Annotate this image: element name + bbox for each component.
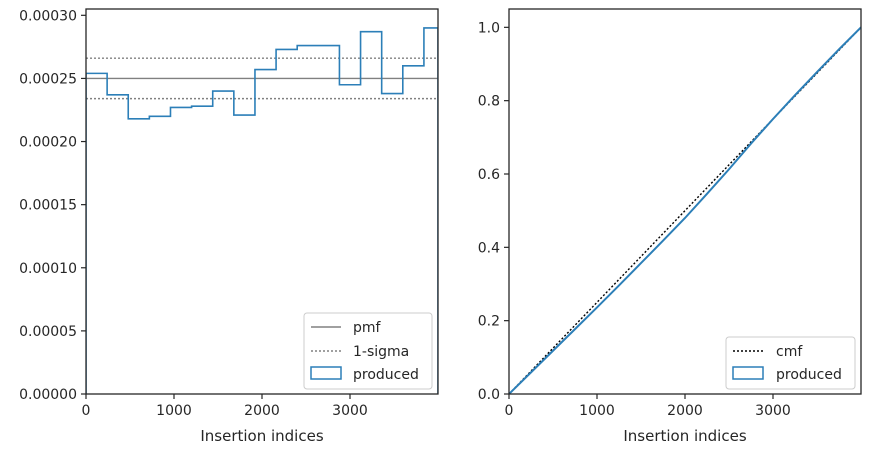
left-series [86, 27, 438, 394]
legend-produced-label-right: produced [776, 367, 842, 383]
left-ticks: 0 1000 2000 3000 0.00000 0.00005 0.00010 0.0001… [19, 8, 368, 419]
right-ytick-label: 0.4 [478, 240, 500, 256]
left-ytick-label: 0.00025 [19, 71, 77, 87]
legend-cmf-label: cmf [776, 344, 803, 360]
chart-left: 0 1000 2000 3000 0.00000 0.00005 0.00010 0.0001… [19, 8, 439, 445]
left-xtick-label: 2000 [244, 403, 280, 419]
left-ytick-label: 0.00015 [19, 198, 77, 214]
right-ytick-label: 1.0 [478, 20, 500, 36]
series-produced-histogram [86, 27, 438, 394]
left-x-axis-label: Insertion indices [200, 427, 323, 445]
left-ytick-label: 0.00030 [19, 8, 77, 24]
legend-produced-swatch-right [732, 366, 764, 380]
left-ytick-label: 0.00020 [19, 135, 77, 151]
right-xtick-label: 1000 [579, 403, 615, 419]
right-xtick-label: 2000 [667, 403, 703, 419]
left-ytick-label: 0.00000 [19, 387, 77, 403]
series-produced-line [509, 26, 861, 394]
right-x-axis-label: Insertion indices [623, 427, 746, 445]
left-xtick-label: 1000 [156, 403, 192, 419]
left-axes-frame [85, 8, 439, 395]
left-legend: pmf 1-sigma produced [303, 312, 433, 390]
legend-produced-label: produced [353, 367, 419, 383]
left-xtick-label: 3000 [332, 403, 368, 419]
left-xtick-label: 0 [82, 403, 91, 419]
right-legend-box [725, 336, 856, 390]
left-legend-box [303, 312, 433, 390]
series-cmf-line [509, 26, 861, 394]
legend-produced-swatch [310, 366, 342, 380]
right-ytick-label: 0.6 [478, 167, 500, 183]
legend-pmf-label: pmf [353, 320, 382, 336]
left-ytick-label: 0.00005 [19, 324, 77, 340]
left-ytick-label: 0.00010 [19, 261, 77, 277]
right-axes-frame [508, 8, 862, 395]
right-ytick-label: 0.0 [478, 387, 500, 403]
right-ytick-label: 0.8 [478, 94, 500, 110]
right-legend: cmf produced [725, 336, 856, 390]
chart-right: 0 1000 2000 3000 0.0 0.2 0.4 0.6 0.8 1.0 Insertio… [478, 8, 862, 445]
right-xtick-label: 0 [505, 403, 514, 419]
right-xtick-label: 3000 [755, 403, 791, 419]
right-series [509, 26, 861, 394]
right-ticks: 0 1000 2000 3000 0.0 0.2 0.4 0.6 0.8 1.0 [478, 20, 791, 419]
legend-1-sigma-label: 1-sigma [353, 344, 409, 360]
right-ytick-label: 0.2 [478, 314, 500, 330]
